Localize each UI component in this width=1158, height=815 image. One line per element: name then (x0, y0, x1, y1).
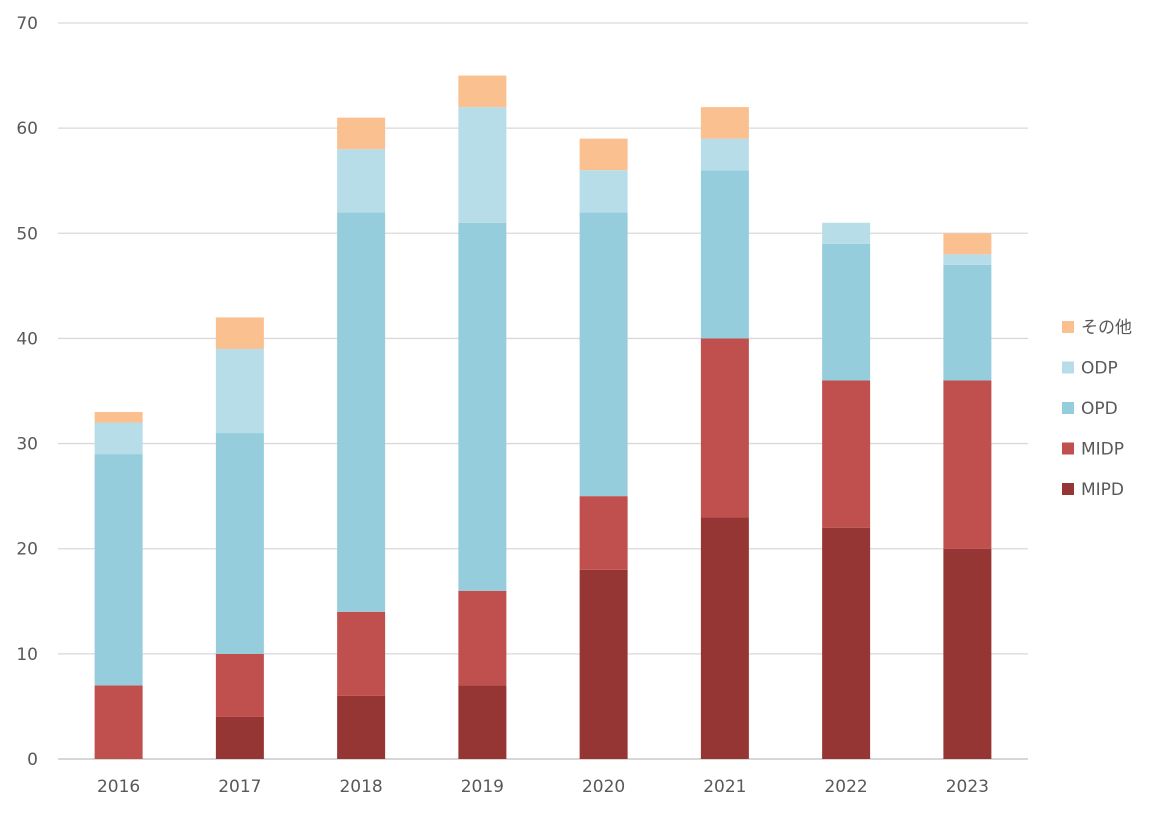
legend-swatch-MIDP (1062, 442, 1074, 455)
bar-ODP-2020 (579, 170, 628, 213)
x-tick-label: 2018 (339, 777, 382, 797)
x-tick-label: 2020 (582, 777, 625, 797)
bar-MIPD-2023 (943, 548, 992, 759)
bar-ODP-2016 (94, 422, 143, 455)
bar-MIDP-2019 (458, 590, 507, 686)
y-tick-label: 40 (16, 329, 38, 349)
bar-MIDP-2023 (943, 380, 992, 549)
bar-MIDP-2021 (700, 338, 749, 518)
legend-label: MIDP (1081, 440, 1124, 460)
y-tick-label: 50 (16, 224, 38, 244)
bar-MIDP-2018 (337, 611, 386, 696)
bar-その他-2017 (215, 317, 264, 349)
x-tick-label: 2023 (946, 777, 989, 797)
legend-swatch-OPD (1062, 402, 1074, 414)
bar-MIDP-2017 (215, 653, 264, 717)
bar-ODP-2023 (943, 254, 992, 265)
y-tick-label: 0 (27, 750, 38, 770)
bar-OPD-2016 (94, 454, 143, 686)
bar-ODP-2022 (822, 222, 871, 244)
bar-その他-2019 (458, 75, 507, 108)
bar-MIPD-2018 (337, 695, 386, 759)
bar-MIPD-2021 (700, 517, 749, 759)
bar-OPD-2020 (579, 212, 628, 497)
bar-MIDP-2020 (579, 496, 628, 570)
bar-MIPD-2022 (822, 527, 871, 759)
bar-MIPD-2017 (215, 716, 264, 759)
bar-その他-2020 (579, 138, 628, 171)
bar-その他-2023 (943, 233, 992, 255)
legend-swatch-MIPD (1062, 483, 1074, 495)
x-tick-label: 2022 (824, 777, 867, 797)
bar-ODP-2018 (337, 149, 386, 213)
bar-ODP-2017 (215, 348, 264, 434)
legend-swatch-ODP (1062, 361, 1074, 374)
bar-OPD-2021 (700, 170, 749, 339)
bar-OPD-2017 (215, 433, 264, 654)
bar-その他-2021 (700, 107, 749, 139)
bar-OPD-2019 (458, 222, 507, 591)
x-axis-labels: 2016 2017 2018 2019 2020 2021 2022 2023 (97, 777, 989, 797)
legend-label: OPD (1081, 399, 1118, 419)
x-tick-label: 2017 (218, 777, 261, 797)
legend-label: その他 (1081, 318, 1132, 338)
legend: その他 ODP OPD MIDP MIPD (1062, 318, 1132, 500)
y-tick-label: 30 (16, 435, 38, 455)
y-axis-labels: 0 10 20 30 40 50 60 70 (16, 14, 38, 770)
bar-ODP-2019 (458, 107, 507, 223)
bar-MIDP-2022 (822, 380, 871, 528)
bar-MIPD-2019 (458, 685, 507, 759)
bar-その他-2018 (337, 117, 386, 150)
bar-OPD-2022 (822, 243, 871, 381)
bar-MIDP-2016 (94, 685, 143, 759)
bar-その他-2016 (94, 412, 143, 423)
bar-MIPD-2020 (579, 569, 628, 759)
bar-OPD-2023 (943, 264, 992, 381)
legend-label: ODP (1081, 359, 1118, 379)
x-tick-label: 2016 (97, 777, 140, 797)
y-tick-label: 20 (16, 540, 38, 560)
y-tick-label: 10 (16, 645, 38, 665)
y-tick-label: 60 (16, 119, 38, 139)
x-tick-label: 2021 (703, 777, 746, 797)
legend-swatch-その他 (1062, 321, 1074, 333)
x-tick-label: 2019 (461, 777, 504, 797)
bar-OPD-2018 (337, 212, 386, 612)
legend-label: MIPD (1081, 480, 1124, 500)
gridlines (58, 22, 1028, 760)
bar-ODP-2021 (700, 138, 749, 171)
y-tick-label: 70 (16, 14, 38, 34)
bars (94, 75, 992, 759)
